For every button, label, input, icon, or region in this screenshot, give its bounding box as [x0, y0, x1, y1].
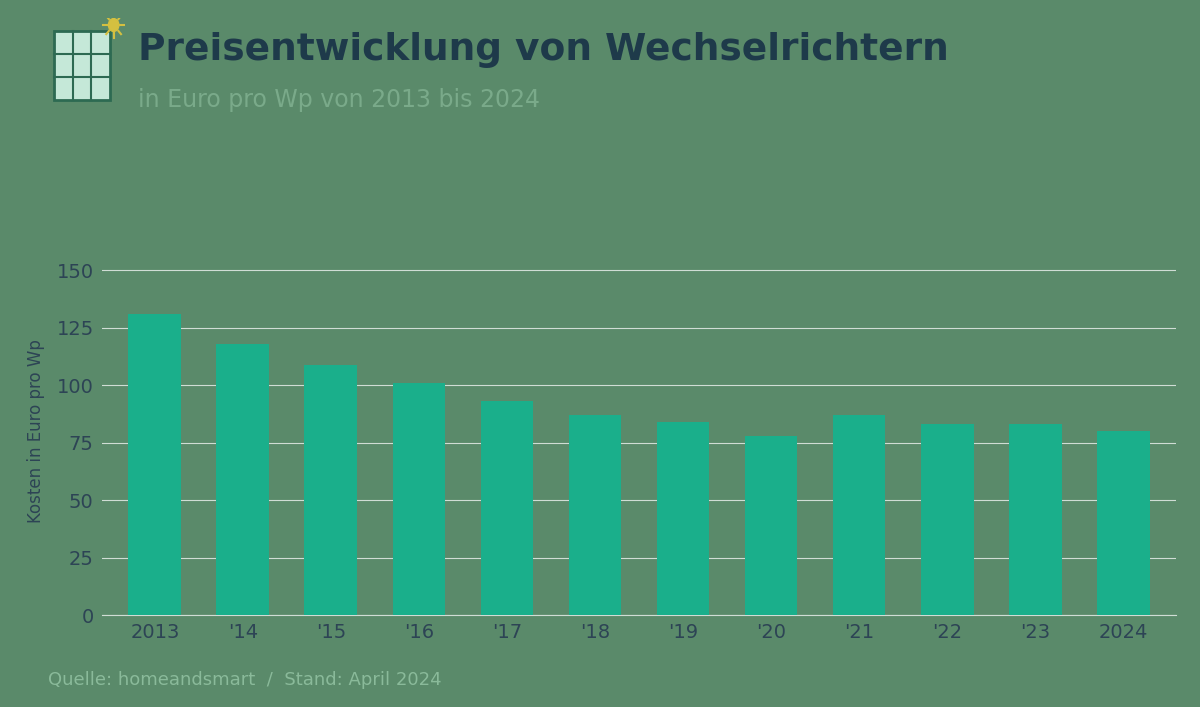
Bar [216, 344, 269, 615]
Bar [833, 415, 886, 615]
Text: in Euro pro Wp von 2013 bis 2024: in Euro pro Wp von 2013 bis 2024 [138, 88, 540, 112]
Bar [920, 424, 973, 615]
Y-axis label: Kosten in Euro pro Wp: Kosten in Euro pro Wp [28, 339, 46, 523]
Text: Preisentwicklung von Wechselrichtern: Preisentwicklung von Wechselrichtern [138, 32, 949, 68]
Bar [128, 314, 181, 615]
Circle shape [108, 18, 119, 32]
Text: Quelle: homeandsmart  /  Stand: April 2024: Quelle: homeandsmart / Stand: April 2024 [48, 672, 442, 689]
Bar [480, 402, 533, 615]
Bar [569, 415, 622, 615]
Bar [656, 422, 709, 615]
Bar [305, 365, 358, 615]
Bar [1009, 424, 1062, 615]
Bar [54, 31, 110, 100]
Bar [1097, 431, 1150, 615]
Bar [392, 383, 445, 615]
Bar [745, 436, 798, 615]
